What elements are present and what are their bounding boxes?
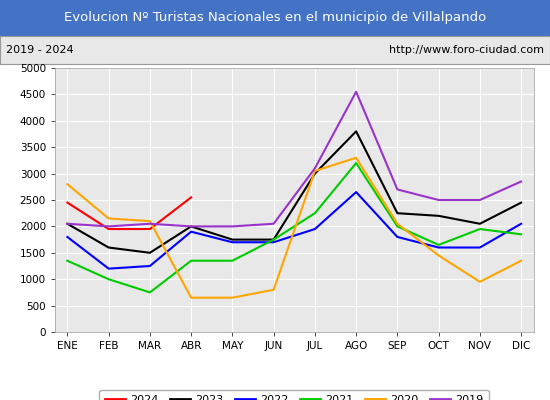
Text: 2019 - 2024: 2019 - 2024	[6, 45, 73, 55]
Text: http://www.foro-ciudad.com: http://www.foro-ciudad.com	[389, 45, 544, 55]
Legend: 2024, 2023, 2022, 2021, 2020, 2019: 2024, 2023, 2022, 2021, 2020, 2019	[100, 390, 489, 400]
Text: Evolucion Nº Turistas Nacionales en el municipio de Villalpando: Evolucion Nº Turistas Nacionales en el m…	[64, 12, 486, 24]
